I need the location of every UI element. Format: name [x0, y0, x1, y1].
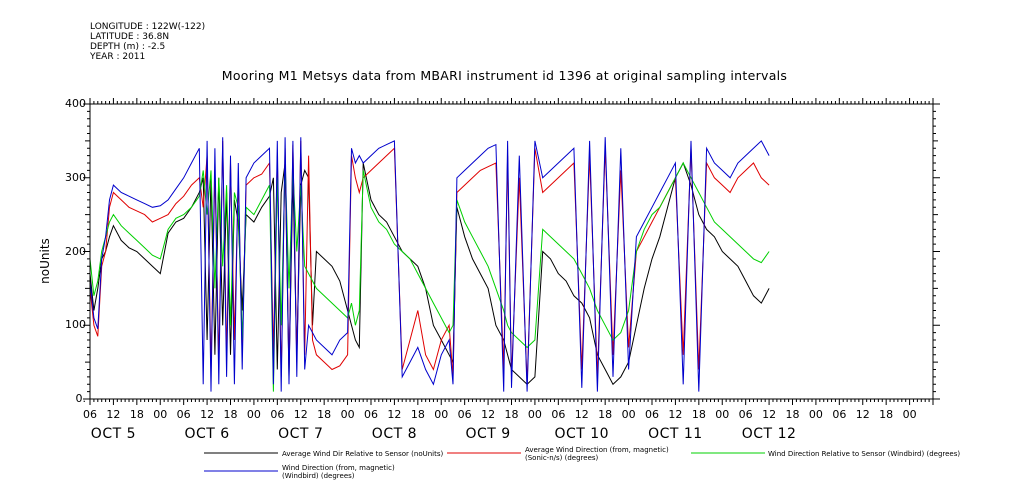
x-hour-tick-label: 00 — [434, 408, 449, 421]
x-hour-tick-label: 12 — [387, 408, 402, 421]
legend-label-green: Wind Direction Relative to Sensor (Windb… — [768, 450, 961, 458]
y-tick-label: 100 — [65, 318, 86, 332]
x-hour-tick-label: 06 — [364, 408, 378, 421]
x-day-label: OCT 8 — [371, 426, 418, 442]
x-hour-tick-label: 18 — [223, 408, 238, 421]
x-hour-tick-label: 12 — [106, 408, 121, 421]
x-hour-tick-label: 06 — [832, 408, 847, 421]
meta-longitude: LONGITUDE : 122W(-122) — [90, 22, 206, 32]
x-day-label: OCT 5 — [90, 426, 137, 442]
y-tick-label: 400 — [65, 97, 86, 110]
legend-label-red: Average Wind Direction (from, magnetic) … — [525, 446, 669, 462]
meta-year: YEAR : 2011 — [90, 52, 146, 62]
y-axis-label: noUnits — [37, 238, 52, 284]
x-hour-tick-label: 12 — [762, 408, 777, 421]
x-hour-tick-label: 00 — [902, 408, 917, 421]
x-hour-tick-label: 06 — [551, 408, 566, 421]
y-tick-label: 200 — [65, 244, 86, 258]
x-day-label: OCT 11 — [648, 426, 703, 442]
x-hour-tick-label: 18 — [598, 408, 613, 421]
legend-layer — [204, 452, 765, 472]
x-hour-tick-label: 00 — [340, 408, 355, 421]
x-hour-tick-label: 00 — [153, 408, 168, 421]
x-hour-tick-label: 06 — [83, 408, 97, 421]
x-hour-tick-label: 00 — [808, 408, 823, 421]
chart-title: Mooring M1 Metsys data from MBARI instru… — [221, 68, 788, 83]
series-layer — [89, 137, 770, 392]
x-hour-tick-label: 06 — [270, 408, 285, 421]
x-hour-tick-label: 12 — [293, 408, 308, 421]
y-tick-label: 0. — [75, 392, 87, 405]
series-line-0 — [89, 161, 770, 386]
x-hour-tick-label: 06 — [176, 408, 191, 421]
x-hour-tick-label: 18 — [129, 408, 144, 421]
meta-depth: DEPTH (m) : -2.5 — [90, 42, 166, 52]
x-hour-tick-label: 00 — [246, 408, 261, 421]
x-hour-tick-label: 12 — [481, 408, 496, 421]
x-hour-tick-label: 06 — [457, 408, 472, 421]
legend-label-blue: Wind Direction (from, magnetic) (Windbir… — [282, 464, 395, 480]
x-day-label: OCT 7 — [278, 426, 324, 442]
series-line-2 — [89, 161, 770, 392]
x-hour-tick-label: 18 — [879, 408, 894, 421]
x-day-label: OCT 10 — [554, 426, 610, 442]
x-hour-tick-label: 06 — [645, 408, 659, 421]
x-hour-tick-label: 00 — [621, 408, 636, 421]
x-hour-tick-label: 00 — [715, 408, 730, 421]
x-hour-tick-label: 00 — [527, 408, 542, 421]
x-hour-tick-label: 18 — [410, 408, 425, 421]
x-hour-tick-label: 18 — [691, 408, 706, 421]
x-day-label: OCT 12 — [741, 426, 797, 442]
x-day-label: OCT 6 — [184, 426, 230, 442]
x-hour-tick-label: 06 — [738, 408, 753, 421]
x-hour-tick-label: 18 — [785, 408, 800, 421]
x-hour-tick-label: 12 — [574, 408, 589, 421]
legend-label-black: Average Wind Dir Relative to Sensor (noU… — [282, 450, 444, 458]
x-hour-tick-label: 18 — [317, 408, 332, 421]
x-hour-tick-label: 12 — [855, 408, 870, 421]
tick-layer — [83, 98, 940, 405]
y-tick-label: 300 — [65, 170, 86, 184]
x-hour-tick-label: 12 — [668, 408, 683, 421]
series-line-1 — [89, 140, 770, 385]
x-day-label: OCT 9 — [465, 426, 511, 442]
x-hour-tick-label: 18 — [504, 408, 519, 421]
series-line-3 — [89, 137, 770, 392]
x-hour-tick-label: 12 — [200, 408, 215, 421]
meta-latitude: LATITUDE : 36.8N — [90, 32, 170, 42]
